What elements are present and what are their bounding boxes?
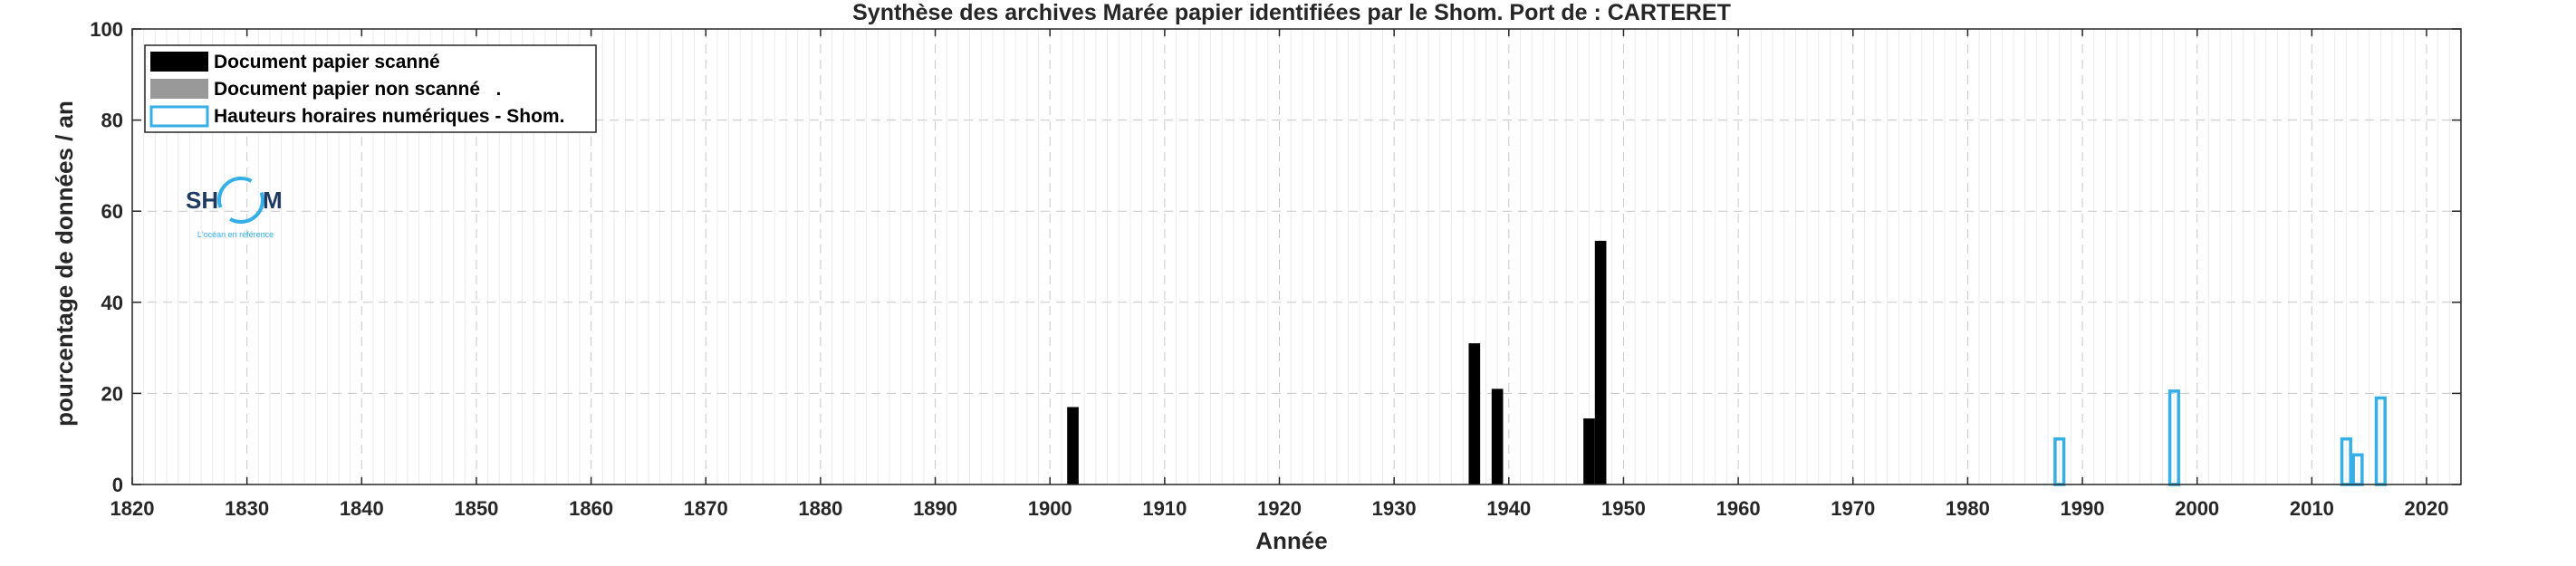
bars bbox=[1067, 240, 2387, 486]
x-tick-labels: 1820 1830 1840 1850 1860 1870 1880 1890 1900 1910… bbox=[111, 497, 2449, 520]
legend: Document papier scanné Document papier n… bbox=[144, 44, 597, 133]
legend-swatch-scanned bbox=[150, 52, 208, 72]
bar-scanned bbox=[1594, 240, 1607, 484]
bar-scanned bbox=[1468, 343, 1481, 484]
y-tick-labels: 0 20 40 60 80 100 bbox=[90, 18, 123, 496]
bar-scanned bbox=[1491, 389, 1504, 484]
minor-gridlines bbox=[143, 29, 2462, 484]
x-tick-label: 2010 bbox=[2290, 497, 2334, 520]
x-tick-label: 1920 bbox=[1257, 497, 1302, 520]
legend-box bbox=[144, 44, 597, 133]
x-tick-label: 1840 bbox=[340, 497, 384, 520]
logo-text-right: M bbox=[263, 187, 283, 214]
logo-tagline: L'océan en référence bbox=[197, 230, 274, 239]
x-tick-label: 1900 bbox=[1028, 497, 1072, 520]
x-tick-label: 2020 bbox=[2405, 497, 2449, 520]
y-tick-label: 40 bbox=[101, 292, 123, 314]
x-tick-label: 1960 bbox=[1716, 497, 1761, 520]
x-tick-label: 1820 bbox=[111, 497, 155, 520]
logo-text-left: SH bbox=[186, 187, 218, 214]
x-tick-label: 1850 bbox=[454, 497, 498, 520]
y-tick-label: 20 bbox=[101, 382, 123, 405]
x-tick-label: 1890 bbox=[913, 497, 957, 520]
legend-label-digital: Hauteurs horaires numériques - Shom. bbox=[214, 106, 564, 127]
ticks bbox=[131, 28, 2461, 485]
legend-label-scanned: Document papier scanné bbox=[214, 52, 440, 72]
y-tick-label: 0 bbox=[112, 474, 123, 496]
x-tick-label: 1870 bbox=[684, 497, 728, 520]
legend-label-not-scanned: Document papier non scanné . bbox=[214, 79, 501, 100]
x-tick-label: 1880 bbox=[798, 497, 842, 520]
x-tick-label: 2000 bbox=[2175, 497, 2219, 520]
x-tick-label: 1830 bbox=[225, 497, 269, 520]
y-tick-label: 100 bbox=[90, 18, 123, 41]
x-tick-label: 1940 bbox=[1486, 497, 1531, 520]
x-tick-label: 1930 bbox=[1372, 497, 1417, 520]
shom-logo: SH M L'océan en référence bbox=[186, 177, 283, 239]
logo-ring-icon bbox=[217, 177, 264, 224]
y-axis-label: pourcentage de données / an bbox=[51, 101, 78, 427]
x-tick-label: 1980 bbox=[1946, 497, 1990, 520]
x-tick-label: 1950 bbox=[1601, 497, 1646, 520]
x-tick-label: 1860 bbox=[569, 497, 613, 520]
x-axis-label: Année bbox=[1255, 527, 1327, 554]
x-tick-label: 1970 bbox=[1831, 497, 1875, 520]
chart-title: Synthèse des archives Marée papier ident… bbox=[852, 0, 1731, 25]
plot-frame bbox=[131, 28, 2462, 485]
bar-scanned bbox=[1067, 407, 1079, 484]
legend-swatch-not-scanned bbox=[150, 79, 208, 99]
y-tick-label: 60 bbox=[101, 200, 123, 223]
legend-swatch-digital bbox=[149, 105, 209, 128]
bar-scanned bbox=[1583, 418, 1595, 484]
x-tick-label: 1990 bbox=[2061, 497, 2105, 520]
y-tick-label: 80 bbox=[101, 110, 123, 132]
x-tick-label: 1910 bbox=[1142, 497, 1187, 520]
